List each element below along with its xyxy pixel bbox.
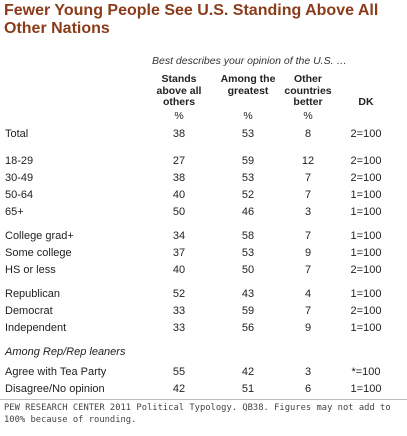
table-row: Democrat 33 59 7 2=100 bbox=[0, 303, 407, 319]
row-value: 1=100 bbox=[336, 381, 396, 397]
row-label: College grad+ bbox=[5, 228, 74, 244]
row-value: 7 bbox=[279, 303, 337, 319]
row-label: 30-49 bbox=[5, 170, 33, 186]
row-value: 1=100 bbox=[336, 187, 396, 203]
row-value: 38 bbox=[150, 126, 208, 142]
row-value: 1=100 bbox=[336, 204, 396, 220]
row-value: 27 bbox=[150, 153, 208, 169]
table-row: 65+ 50 46 3 1=100 bbox=[0, 204, 407, 220]
row-label: Democrat bbox=[5, 303, 53, 319]
row-value: 4 bbox=[279, 286, 337, 302]
row-value: 46 bbox=[219, 204, 277, 220]
row-value: 59 bbox=[219, 153, 277, 169]
table-row: Independent 33 56 9 1=100 bbox=[0, 320, 407, 336]
row-value: 58 bbox=[219, 228, 277, 244]
row-value: 7 bbox=[279, 187, 337, 203]
row-value: 1=100 bbox=[336, 245, 396, 261]
table-row: 50-64 40 52 7 1=100 bbox=[0, 187, 407, 203]
row-value: 37 bbox=[150, 245, 208, 261]
row-value: 9 bbox=[279, 245, 337, 261]
row-value: 59 bbox=[219, 303, 277, 319]
row-value: 38 bbox=[150, 170, 208, 186]
row-value: 9 bbox=[279, 320, 337, 336]
row-value: 56 bbox=[219, 320, 277, 336]
row-label: Agree with Tea Party bbox=[5, 364, 106, 380]
row-label: Republican bbox=[5, 286, 60, 302]
table-row: Agree with Tea Party 55 42 3 *=100 bbox=[0, 364, 407, 380]
row-value: 43 bbox=[219, 286, 277, 302]
row-value: 2=100 bbox=[336, 170, 396, 186]
row-label: HS or less bbox=[5, 262, 56, 278]
unit-label-others-better: % bbox=[279, 110, 337, 122]
row-value: 50 bbox=[150, 204, 208, 220]
row-value: 42 bbox=[150, 381, 208, 397]
row-label: 18-29 bbox=[5, 153, 33, 169]
row-value: 52 bbox=[219, 187, 277, 203]
row-value: 7 bbox=[279, 228, 337, 244]
row-value: 34 bbox=[150, 228, 208, 244]
row-label: Disagree/No opinion bbox=[5, 381, 105, 397]
row-value: 53 bbox=[219, 245, 277, 261]
table-row: Total 38 53 8 2=100 bbox=[0, 126, 407, 142]
row-label: 65+ bbox=[5, 204, 24, 220]
row-label: Some college bbox=[5, 245, 72, 261]
row-value: 55 bbox=[150, 364, 208, 380]
row-value: 2=100 bbox=[336, 126, 396, 142]
page-title: Fewer Young People See U.S. Standing Abo… bbox=[4, 2, 404, 38]
row-value: 53 bbox=[219, 170, 277, 186]
row-value: 52 bbox=[150, 286, 208, 302]
footer-divider bbox=[0, 399, 407, 400]
column-header-stands-above: Stands above all others bbox=[150, 74, 208, 109]
unit-label-stands-above: % bbox=[150, 110, 208, 122]
row-value: 2=100 bbox=[336, 303, 396, 319]
row-value: 8 bbox=[279, 126, 337, 142]
table-row: Disagree/No opinion 42 51 6 1=100 bbox=[0, 381, 407, 397]
row-value: 33 bbox=[150, 303, 208, 319]
row-label: 50-64 bbox=[5, 187, 33, 203]
row-label: Independent bbox=[5, 320, 66, 336]
row-value: 33 bbox=[150, 320, 208, 336]
column-header-others-better: Other countries better bbox=[274, 74, 342, 109]
row-value: 3 bbox=[279, 204, 337, 220]
row-value: 51 bbox=[219, 381, 277, 397]
row-value: 1=100 bbox=[336, 286, 396, 302]
row-value: 40 bbox=[150, 187, 208, 203]
source-footnote: PEW RESEARCH CENTER 2011 Political Typol… bbox=[4, 402, 404, 426]
question-subtitle: Best describes your opinion of the U.S. … bbox=[152, 55, 347, 67]
row-value: 1=100 bbox=[336, 228, 396, 244]
row-value: 53 bbox=[219, 126, 277, 142]
table-row: 18-29 27 59 12 2=100 bbox=[0, 153, 407, 169]
table-row: HS or less 40 50 7 2=100 bbox=[0, 262, 407, 278]
row-value: 40 bbox=[150, 262, 208, 278]
row-value: 2=100 bbox=[336, 262, 396, 278]
row-value: 3 bbox=[279, 364, 337, 380]
column-header-dk: DK bbox=[336, 97, 396, 109]
row-value: 42 bbox=[219, 364, 277, 380]
table-row: Some college 37 53 9 1=100 bbox=[0, 245, 407, 261]
row-label: Total bbox=[5, 126, 28, 142]
row-value: 50 bbox=[219, 262, 277, 278]
table-row: Republican 52 43 4 1=100 bbox=[0, 286, 407, 302]
row-value: 6 bbox=[279, 381, 337, 397]
row-value: 12 bbox=[279, 153, 337, 169]
subgroup-note: Among Rep/Rep leaners bbox=[5, 346, 125, 358]
unit-label-among-greatest: % bbox=[219, 110, 277, 122]
table-row: 30-49 38 53 7 2=100 bbox=[0, 170, 407, 186]
row-value: 7 bbox=[279, 170, 337, 186]
row-value: 7 bbox=[279, 262, 337, 278]
row-value: *=100 bbox=[336, 364, 396, 380]
row-value: 1=100 bbox=[336, 320, 396, 336]
row-value: 2=100 bbox=[336, 153, 396, 169]
table-row: College grad+ 34 58 7 1=100 bbox=[0, 228, 407, 244]
